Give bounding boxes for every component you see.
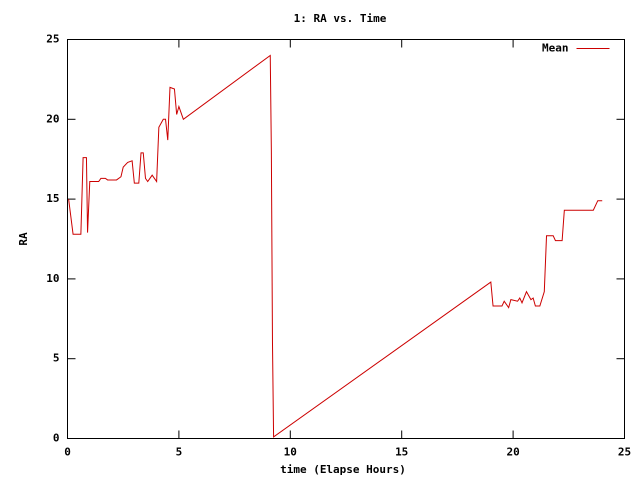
y-axis-label: RA <box>17 232 30 246</box>
y-tick-label: 5 <box>53 352 60 365</box>
y-tick-label: 20 <box>46 112 59 125</box>
y-tick-label: 15 <box>46 192 59 205</box>
x-axis-label: time (Elapse Hours) <box>280 463 406 476</box>
y-tick-label: 0 <box>53 432 60 445</box>
y-tick-label: 25 <box>46 33 59 46</box>
x-tick-label: 10 <box>284 446 297 459</box>
plot-frame <box>67 39 625 439</box>
x-tick-label: 15 <box>395 446 408 459</box>
x-tick-label: 5 <box>176 446 183 459</box>
x-tick-label: 25 <box>618 446 631 459</box>
y-tick-label: 10 <box>46 272 59 285</box>
legend-label: Mean <box>542 42 569 55</box>
x-tick-label: 0 <box>64 446 71 459</box>
x-tick-label: 20 <box>506 446 519 459</box>
data-line <box>68 54 603 438</box>
chart-title: 1: RA vs. Time <box>294 12 387 25</box>
